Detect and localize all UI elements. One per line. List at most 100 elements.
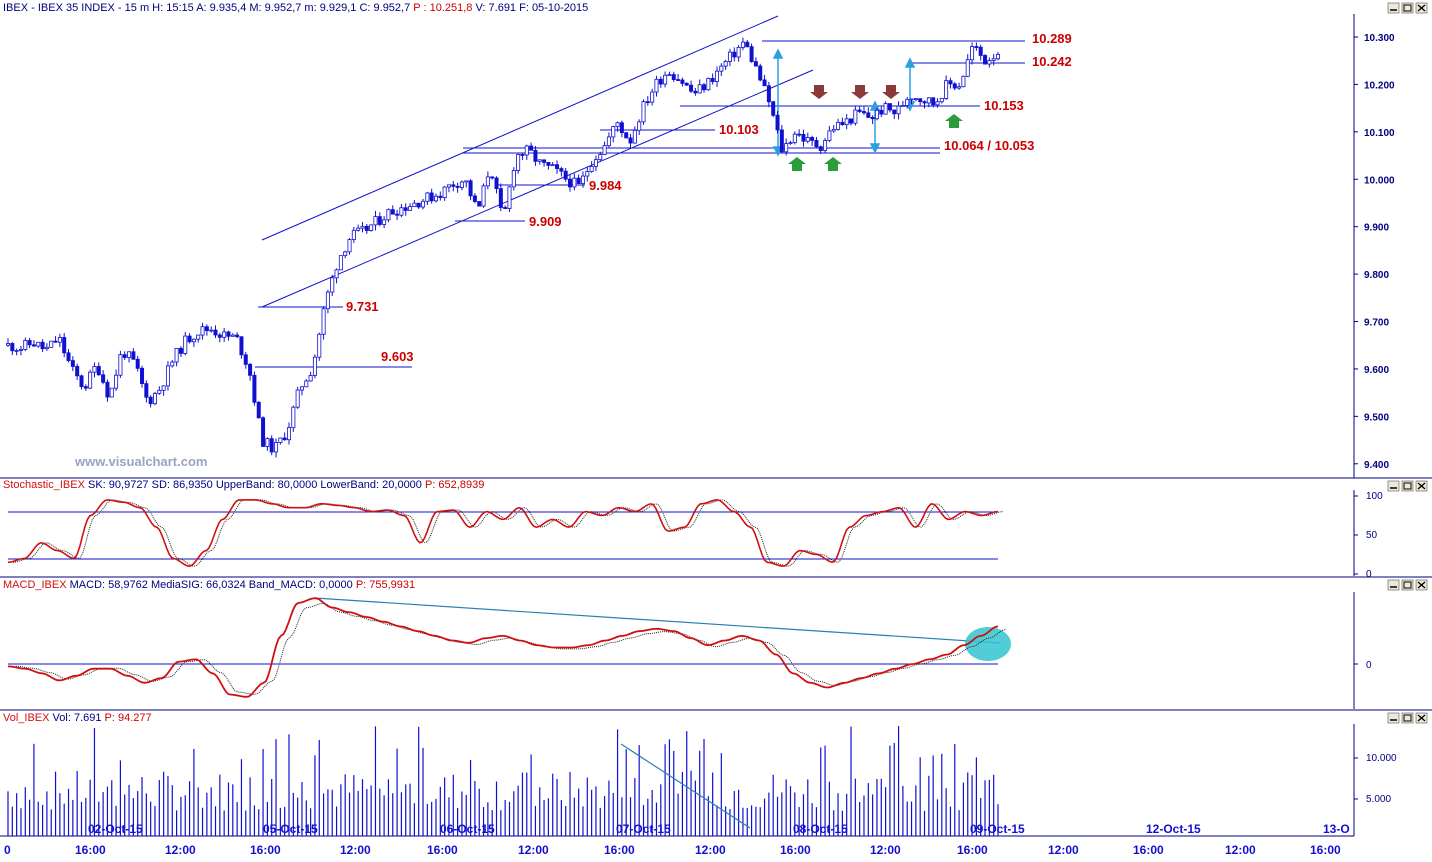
candle	[524, 144, 529, 160]
candle	[455, 182, 460, 193]
window-controls-volume[interactable]	[1387, 712, 1428, 724]
candle	[79, 374, 84, 390]
window-controls-main[interactable]	[1387, 2, 1428, 14]
candle	[360, 221, 365, 233]
candle	[248, 362, 253, 381]
time-label: 12:00	[340, 843, 371, 857]
candle	[887, 103, 892, 113]
candle	[152, 391, 157, 406]
candle	[135, 355, 140, 372]
candle	[282, 432, 287, 441]
candle	[529, 142, 534, 151]
candle	[395, 209, 400, 221]
minimize-icon	[1387, 480, 1400, 492]
candle	[44, 343, 49, 351]
candle	[602, 141, 607, 155]
candle	[606, 132, 611, 149]
window-controls-macd[interactable]	[1387, 579, 1428, 591]
stochastic-panel[interactable]	[0, 479, 1432, 578]
svg-text:10.000: 10.000	[1366, 753, 1397, 764]
candle	[784, 138, 789, 156]
candle	[563, 168, 568, 182]
date-label: 06-Oct-15	[440, 822, 495, 836]
time-label: 12:00	[1225, 843, 1256, 857]
minimize-icon	[1387, 579, 1400, 591]
date-label: 07-Oct-15	[616, 822, 671, 836]
candle	[965, 54, 970, 78]
stochastic-axis: 100 50 0	[1354, 491, 1383, 580]
candle	[896, 101, 901, 120]
macd-axis: 0	[1354, 660, 1372, 671]
candle	[801, 129, 806, 147]
candle	[952, 82, 957, 91]
candle	[421, 198, 426, 210]
candle	[226, 330, 231, 341]
candle	[533, 145, 538, 166]
candle	[550, 161, 555, 167]
candle	[265, 437, 270, 451]
price-axis-label: 9.600	[1364, 365, 1389, 376]
candle	[321, 306, 326, 340]
candle	[261, 416, 266, 447]
candle	[736, 44, 741, 62]
candle	[269, 435, 274, 456]
candle	[961, 75, 966, 88]
candle	[312, 354, 317, 379]
candle	[766, 81, 771, 108]
candle	[818, 145, 823, 154]
candle	[304, 379, 309, 388]
candle	[451, 180, 456, 192]
candle	[23, 337, 28, 352]
candle	[83, 384, 88, 391]
candle	[922, 100, 927, 109]
candle	[356, 224, 361, 232]
candle	[88, 369, 93, 390]
volume-panel[interactable]	[0, 711, 1432, 837]
candle	[481, 183, 486, 208]
candle	[745, 40, 750, 48]
window-controls-stoch[interactable]	[1387, 480, 1428, 492]
candle	[857, 106, 862, 114]
candle	[222, 327, 227, 342]
candle	[287, 422, 292, 445]
candle	[593, 155, 598, 172]
time-label: 16:00	[427, 843, 458, 857]
candle	[775, 111, 780, 134]
candle	[75, 363, 80, 381]
candle	[572, 173, 577, 191]
candle	[844, 114, 849, 130]
candle	[727, 48, 732, 67]
level-label-10242: 10.242	[1032, 54, 1072, 69]
candle	[347, 238, 352, 255]
candle	[805, 132, 810, 144]
candle	[511, 167, 516, 191]
candle	[200, 322, 205, 340]
price-axis: 10.300 10.200 10.100 10.000 9.900 9.800 9.700 9…	[1354, 33, 1395, 471]
candle	[723, 59, 728, 71]
svg-text:0: 0	[1366, 569, 1372, 580]
candle	[49, 340, 54, 348]
candle	[183, 331, 188, 356]
candle	[338, 255, 343, 271]
candle	[351, 226, 356, 243]
candle	[706, 77, 711, 91]
candle	[252, 371, 257, 406]
candle	[507, 186, 512, 213]
price-axis-label: 10.300	[1364, 33, 1395, 44]
candle	[274, 438, 279, 458]
time-label: 0	[4, 843, 11, 857]
candle	[589, 161, 594, 173]
level-label-10289: 10.289	[1032, 31, 1072, 46]
candle	[191, 338, 196, 347]
candle	[425, 191, 430, 206]
candle	[827, 126, 832, 142]
channel-upper-line	[261, 15, 779, 241]
candle	[987, 57, 992, 68]
stochastic-header: Stochastic_IBEX SK: 90,9727 SD: 86,9350 …	[3, 479, 484, 491]
macd-panel[interactable]	[0, 578, 1432, 711]
candle	[619, 120, 624, 138]
candle	[382, 216, 387, 229]
candle	[624, 132, 629, 139]
candle	[926, 97, 931, 108]
candle	[689, 80, 694, 94]
